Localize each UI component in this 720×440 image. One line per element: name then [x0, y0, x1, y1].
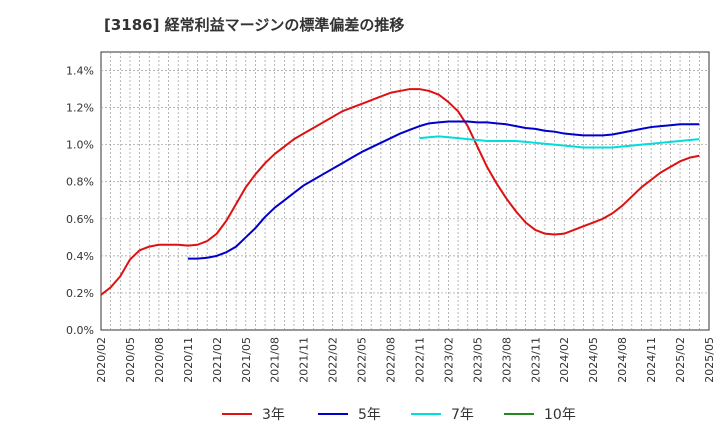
- x-tick-label: 2020/05: [124, 337, 137, 383]
- x-tick-label: 2022/08: [385, 337, 398, 383]
- grid-layer: [100, 51, 710, 331]
- x-tick-label: 2025/02: [674, 337, 687, 383]
- series-line-3年: [100, 88, 700, 296]
- x-tick-label: 2020/02: [95, 337, 108, 383]
- x-tick-label: 2023/08: [500, 337, 513, 383]
- x-tick-label: 2023/02: [442, 337, 455, 383]
- x-tick-label: 2021/05: [240, 337, 253, 383]
- x-tick-label: 2021/08: [269, 337, 282, 383]
- y-tick-label: 0.0%: [66, 324, 94, 337]
- x-tick-label: 2024/11: [645, 337, 658, 383]
- series-line-7年: [419, 135, 700, 149]
- legend: 3年 5年 7年 10年: [222, 407, 576, 423]
- chart-title: [3186] 経常利益マージンの標準偏差の推移: [104, 16, 405, 34]
- legend-label-7年: 7年: [451, 407, 474, 423]
- x-tick-label: 2022/05: [356, 337, 369, 383]
- x-tick-label: 2023/05: [471, 337, 484, 383]
- y-tick-label: 0.2%: [66, 287, 94, 300]
- y-tick-label: 1.4%: [66, 65, 94, 78]
- axis-layer: 0.0% 0.2% 0.4% 0.6% 0.8% 1.0% 1.2% 1.4% 2020/02 2…: [66, 65, 716, 383]
- y-tick-label: 0.6%: [66, 213, 94, 226]
- legend-label-3年: 3年: [262, 407, 285, 423]
- y-tick-label: 0.8%: [66, 176, 94, 189]
- x-tick-label: 2023/11: [529, 337, 542, 383]
- plot-area: [100, 51, 710, 331]
- x-tick-label: 2022/02: [327, 337, 340, 383]
- series-layer: [100, 88, 700, 296]
- x-tick-label: 2024/05: [587, 337, 600, 383]
- x-tick-label: 2025/05: [703, 337, 716, 383]
- x-tick-label: 2020/11: [182, 337, 195, 383]
- x-tick-label: 2022/11: [413, 337, 426, 383]
- y-tick-label: 1.2%: [66, 102, 94, 115]
- x-tick-label: 2024/08: [616, 337, 629, 383]
- y-tick-label: 1.0%: [66, 139, 94, 152]
- legend-label-10年: 10年: [544, 407, 576, 423]
- series-line-5年: [187, 120, 700, 260]
- legend-label-5年: 5年: [358, 407, 381, 423]
- y-tick-label: 0.4%: [66, 250, 94, 263]
- x-tick-label: 2021/02: [211, 337, 224, 383]
- x-tick-label: 2021/11: [298, 337, 311, 383]
- x-tick-label: 2020/08: [153, 337, 166, 383]
- x-tick-label: 2024/02: [558, 337, 571, 383]
